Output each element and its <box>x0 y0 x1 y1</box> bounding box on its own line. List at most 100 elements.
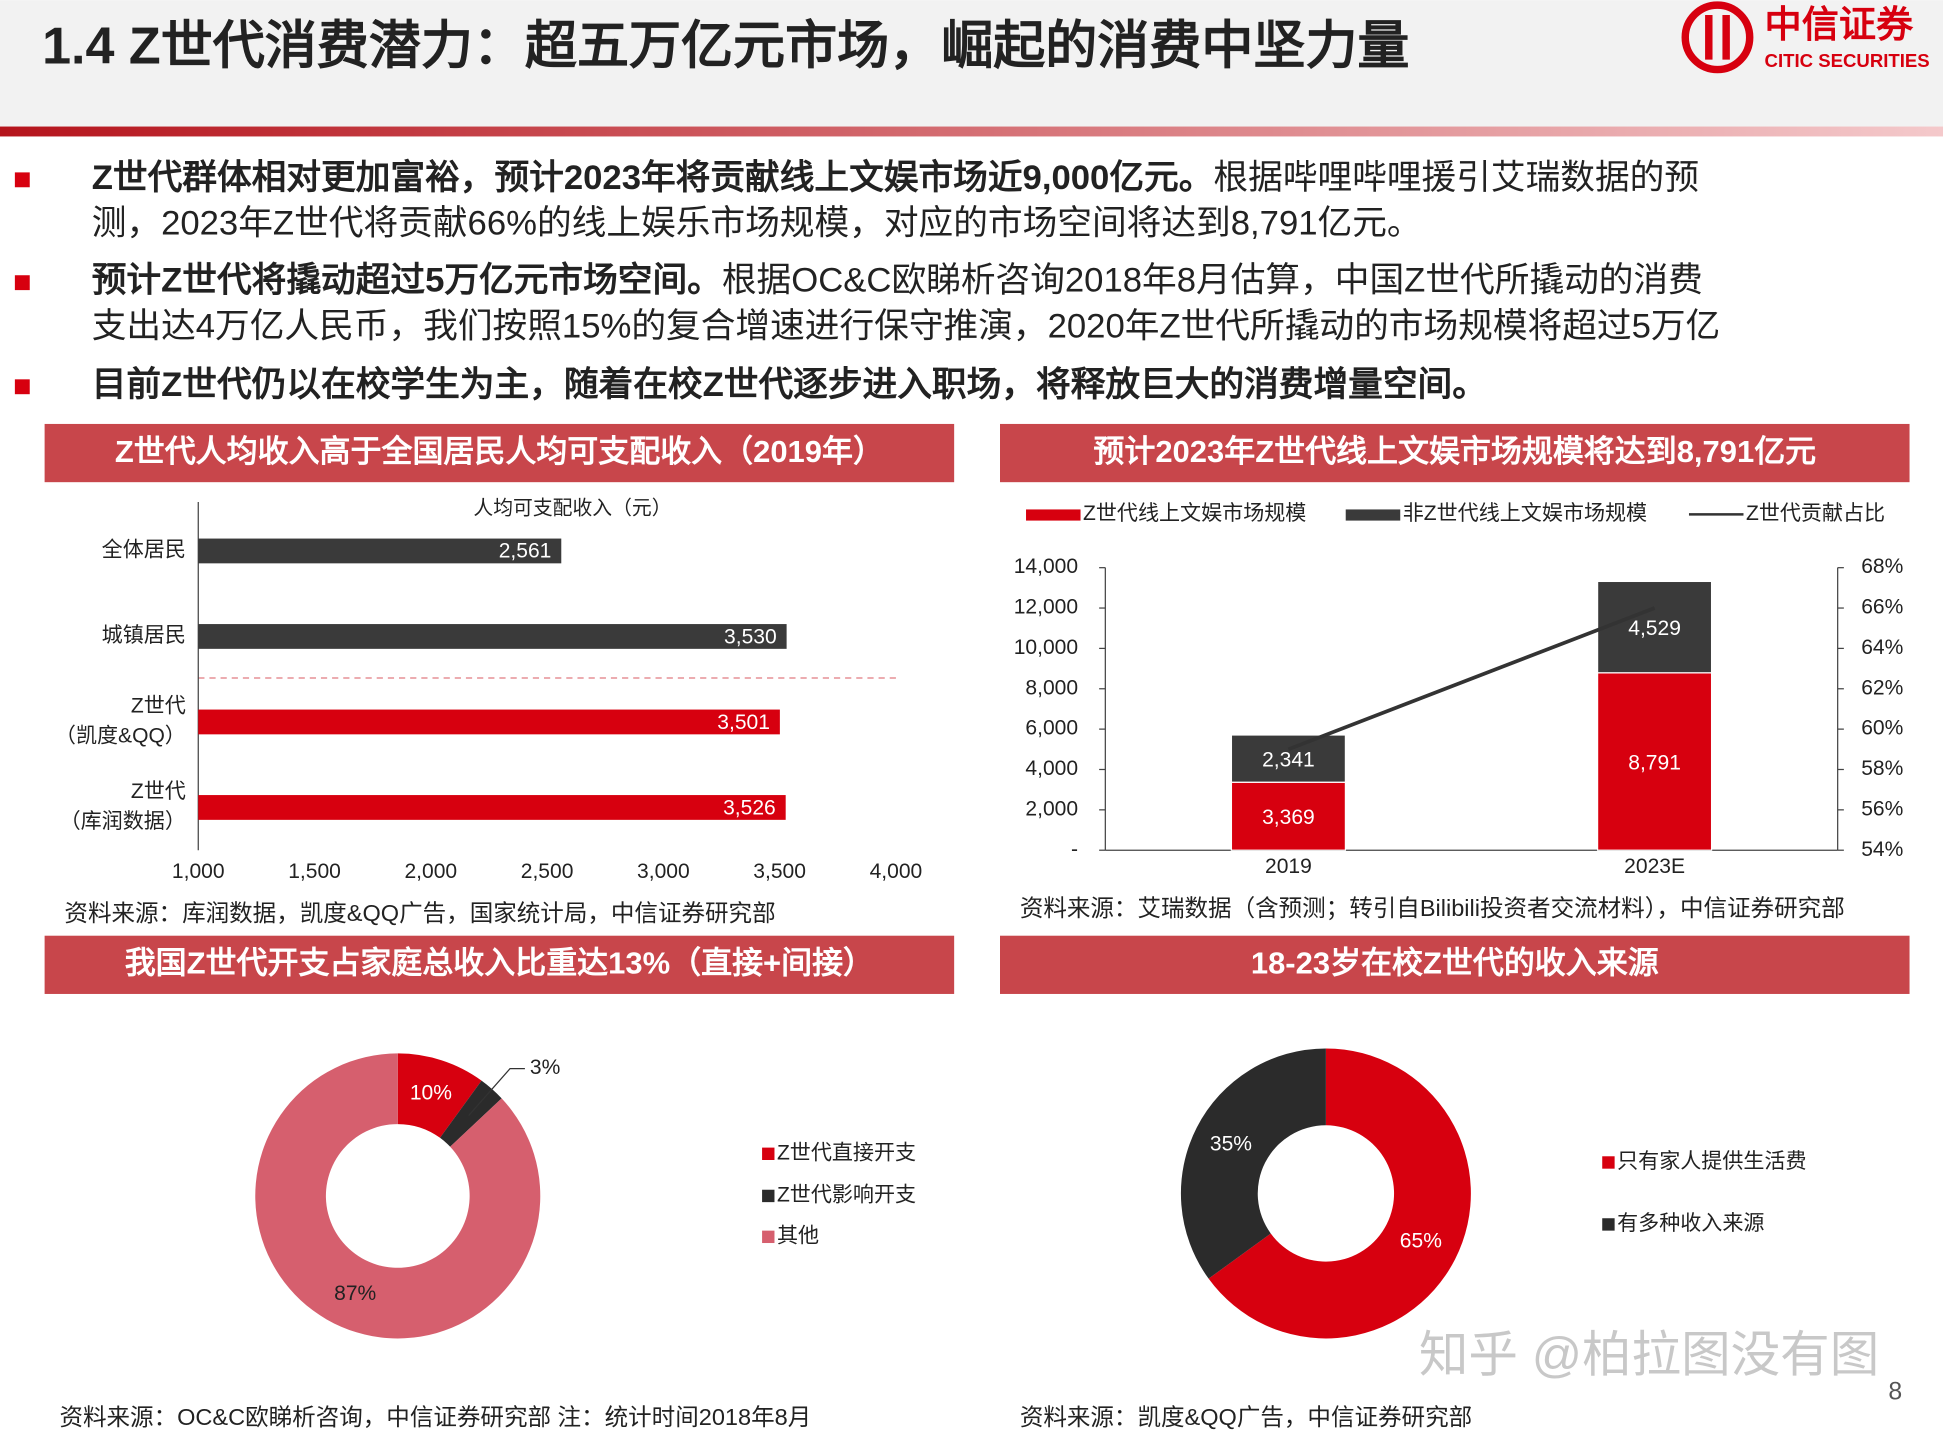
chart-banner <box>1000 935 1910 994</box>
axis-title: 人均可支配收入（元） <box>473 498 671 520</box>
value-label: 3% <box>530 1056 560 1079</box>
y-tick-label: 8,000 <box>1025 676 1078 699</box>
y2-tick-label: 60% <box>1861 717 1903 740</box>
legend-swatch <box>762 1189 775 1203</box>
category-label: Z世代 <box>131 779 186 803</box>
value-label: 3,369 <box>1262 806 1315 829</box>
bar-segment <box>1230 734 1347 783</box>
y2-tick-label: 58% <box>1861 757 1903 780</box>
y-tick-label: 12,000 <box>1014 596 1078 619</box>
x-tick-label: 2023E <box>1624 855 1685 878</box>
bullet-text: 测，2023年Z世代将贡献66%的线上娱乐市场规模，对应的市场空间将达到8,79… <box>92 204 1422 243</box>
bar-segment <box>1596 580 1713 674</box>
x-tick-label: 1,000 <box>172 860 225 883</box>
bullet-text: 支出达4万亿人民币，我们按照15%的复合增速进行保守推演，2020年Z世代所撬动… <box>92 307 1721 346</box>
bullet-normal: 根据OC&C欧睇析咨询2018年8月估算，中国Z世代所撬动的消费 <box>722 261 1703 300</box>
source-note: 资料来源：库润数据，凯度&QQ广告，国家统计局，中信证券研究部 <box>64 900 775 926</box>
value-label: 2,561 <box>499 540 552 563</box>
legend-label: 只有家人提供生活费 <box>1617 1149 1806 1173</box>
legend-label: Z世代线上文娱市场规模 <box>1083 501 1306 525</box>
chart-banner <box>44 423 955 483</box>
value-label: 4,529 <box>1628 617 1681 640</box>
logo-subtext: CITIC SECURITIES <box>1765 50 1930 71</box>
x-tick-label: 3,000 <box>637 860 690 883</box>
bullet-bold: 预计Z世代将撬动超过5万亿元市场空间。 <box>92 261 722 300</box>
bullet-marker <box>14 172 30 188</box>
bullet-text: Z世代群体相对更加富裕，预计2023年将贡献线上文娱市场近9,000亿元。根据哔… <box>92 157 1699 197</box>
chart-title: 我国Z世代开支占家庭总收入比重达13%（直接+间接） <box>125 946 874 981</box>
bullet-normal: 支出达4万亿人民币，我们按照15%的复合增速进行保守推演，2020年Z世代所撬动… <box>92 307 1721 346</box>
y-tick-label: 14,000 <box>1014 555 1078 578</box>
header-band <box>0 0 1943 127</box>
pie-slice <box>255 1053 541 1339</box>
legend-swatch <box>1026 509 1081 521</box>
category-label: Z世代 <box>131 694 186 718</box>
y2-tick-label: 56% <box>1861 797 1903 820</box>
line <box>1287 606 1656 752</box>
value-label: 2,341 <box>1262 749 1315 772</box>
y-tick-label: 4,000 <box>1025 757 1078 780</box>
y2-tick-label: 62% <box>1861 676 1903 699</box>
leader-line <box>468 1067 525 1116</box>
x-tick-label: 1,500 <box>288 860 341 883</box>
logo: 中信证券 CITIC SECURITIES <box>1681 1 1930 74</box>
watermark: 知乎 @柏拉图没有图 <box>1419 1326 1879 1382</box>
source-note: 资料来源：艾瑞数据（含预测；转引自Bilibili投资者交流材料），中信证券研究… <box>1020 895 1845 921</box>
category-label: （凯度&QQ） <box>55 723 186 747</box>
legend-swatch <box>1602 1218 1615 1231</box>
chart-banner <box>44 935 955 994</box>
value-label: 87% <box>334 1282 376 1305</box>
legend-label: 有多种收入来源 <box>1617 1211 1764 1235</box>
bullet-text: 目前Z世代仍以在校学生为主，随着在校Z世代逐步进入职场，将释放巨大的消费增量空间… <box>92 364 1487 404</box>
legend-label: Z世代影响开支 <box>777 1182 916 1206</box>
y-tick-label: 6,000 <box>1025 717 1078 740</box>
logo-mark <box>1705 15 1713 60</box>
legend-label: Z世代贡献占比 <box>1746 501 1885 525</box>
logo-text: 中信证券 <box>1765 3 1914 45</box>
chart-title: 18-23岁在校Z世代的收入来源 <box>1251 946 1659 981</box>
y2-tick-label: 68% <box>1861 555 1903 578</box>
category-label: 城镇居民 <box>102 623 186 647</box>
pie-slice <box>397 1053 482 1138</box>
y-tick-label: 2,000 <box>1025 797 1078 820</box>
chart-title: Z世代人均收入高于全国居民人均可支配收入（2019年） <box>115 434 884 469</box>
value-label: 3,501 <box>717 711 770 734</box>
bar <box>198 709 780 735</box>
bullet-text: 预计Z世代将撬动超过5万亿元市场空间。根据OC&C欧睇析咨询2018年8月估算，… <box>92 261 1703 300</box>
bullet-marker <box>14 379 30 395</box>
value-label: 3,526 <box>723 796 776 819</box>
bar-segment <box>1596 672 1713 851</box>
category-label: （库润数据） <box>60 809 186 833</box>
x-tick-label: 2,000 <box>404 860 457 883</box>
chart-title: 预计2023年Z世代线上文娱市场规模将达到8,791亿元 <box>1093 434 1816 469</box>
bar <box>198 538 562 564</box>
bar <box>198 795 786 820</box>
category-label: 全体居民 <box>102 538 186 562</box>
bullet-normal: 根据哔哩哔哩援引艾瑞数据的预 <box>1213 158 1699 197</box>
y2-tick-label: 64% <box>1861 636 1903 659</box>
legend-swatch <box>762 1147 775 1160</box>
source-note: 资料来源：凯度&QQ广告，中信证券研究部 <box>1020 1404 1472 1430</box>
legend-swatch <box>1602 1156 1615 1169</box>
legend-label: Z世代直接开支 <box>777 1140 916 1164</box>
value-label: 3,530 <box>724 625 777 648</box>
legend-label: 非Z世代线上文娱市场规模 <box>1403 501 1647 525</box>
value-label: 10% <box>410 1082 452 1105</box>
page-number: 8 <box>1888 1379 1902 1406</box>
y2-tick-label: 66% <box>1861 596 1903 619</box>
x-tick-label: 2019 <box>1265 855 1312 878</box>
bar-segment <box>1230 781 1347 851</box>
y2-tick-label: 54% <box>1861 838 1903 861</box>
value-label: 35% <box>1210 1133 1252 1156</box>
source-note: 资料来源：OC&C欧睇析咨询，中信证券研究部 注：统计时间2018年8月 <box>59 1404 811 1430</box>
bullet-normal: 测，2023年Z世代将贡献66%的线上娱乐市场规模，对应的市场空间将达到8,79… <box>92 204 1422 243</box>
value-label: 8,791 <box>1628 752 1681 775</box>
x-tick-label: 2,500 <box>521 860 574 883</box>
y-tick-label: - <box>1071 838 1078 861</box>
bar <box>198 624 787 649</box>
header-rule <box>0 126 1943 137</box>
bullet-bold: Z世代群体相对更加富裕，预计2023年将贡献线上文娱市场近9,000亿元。 <box>92 157 1214 197</box>
bullet-marker <box>14 275 30 291</box>
